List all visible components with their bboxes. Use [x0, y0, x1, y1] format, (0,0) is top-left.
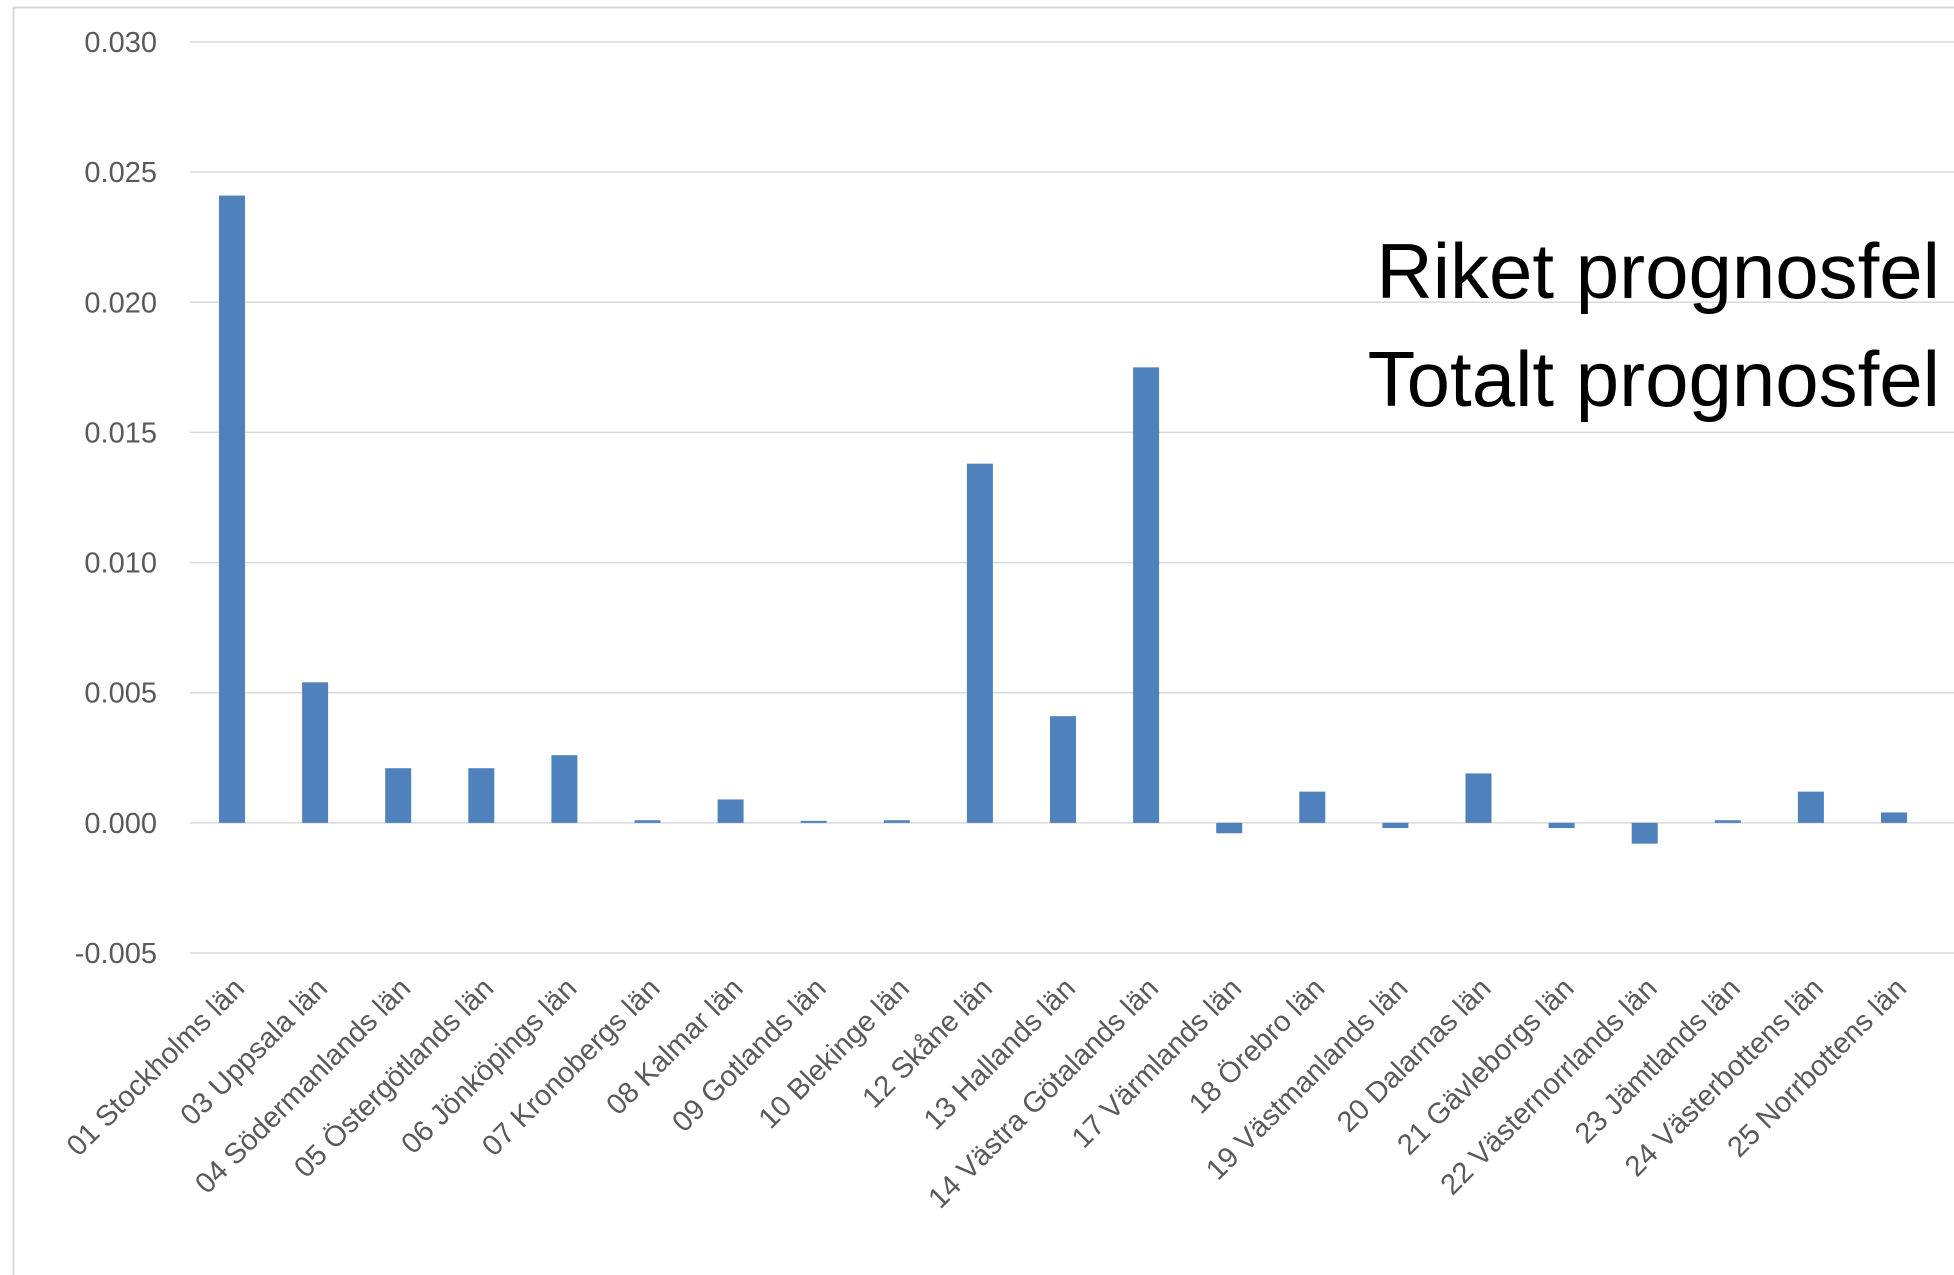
bar [1465, 773, 1492, 823]
bar [551, 755, 578, 823]
overlay-title-totalt-prognosfel: Totalt prognosfel [1367, 335, 1940, 423]
bar [717, 799, 744, 823]
bar [966, 463, 993, 823]
y-tick-label: 0.030 [84, 27, 157, 59]
y-tick-label: 0.015 [84, 417, 157, 449]
y-tick-label: 0.005 [84, 678, 157, 710]
y-tick-label: 0.025 [84, 157, 157, 189]
bar [1382, 822, 1409, 829]
y-tick-label: 0.020 [84, 287, 157, 319]
bar [219, 195, 245, 823]
bar [468, 768, 495, 823]
bar [1714, 820, 1741, 823]
bar [1216, 822, 1243, 834]
bar [1299, 791, 1326, 823]
y-tick-label: -0.005 [75, 938, 157, 970]
y-tick-label: 0.000 [84, 808, 157, 840]
bar [1050, 716, 1076, 823]
bar [883, 820, 910, 823]
y-axis-tick-labels: -0.005 0.000 0.005 0.010 0.015 0.020 0.025 0.03… [75, 27, 157, 970]
bar [800, 820, 827, 823]
y-tick-label: 0.010 [84, 548, 157, 580]
bar [634, 820, 661, 823]
bar [1133, 367, 1160, 823]
bar [1881, 812, 1907, 823]
bars [219, 195, 1907, 844]
bar [302, 682, 329, 823]
bar [385, 768, 412, 823]
bar [1797, 791, 1824, 823]
bar [1631, 822, 1658, 844]
bar [1548, 822, 1575, 829]
overlay-title-riket-prognosfel: Riket prognosfel [1376, 227, 1940, 315]
